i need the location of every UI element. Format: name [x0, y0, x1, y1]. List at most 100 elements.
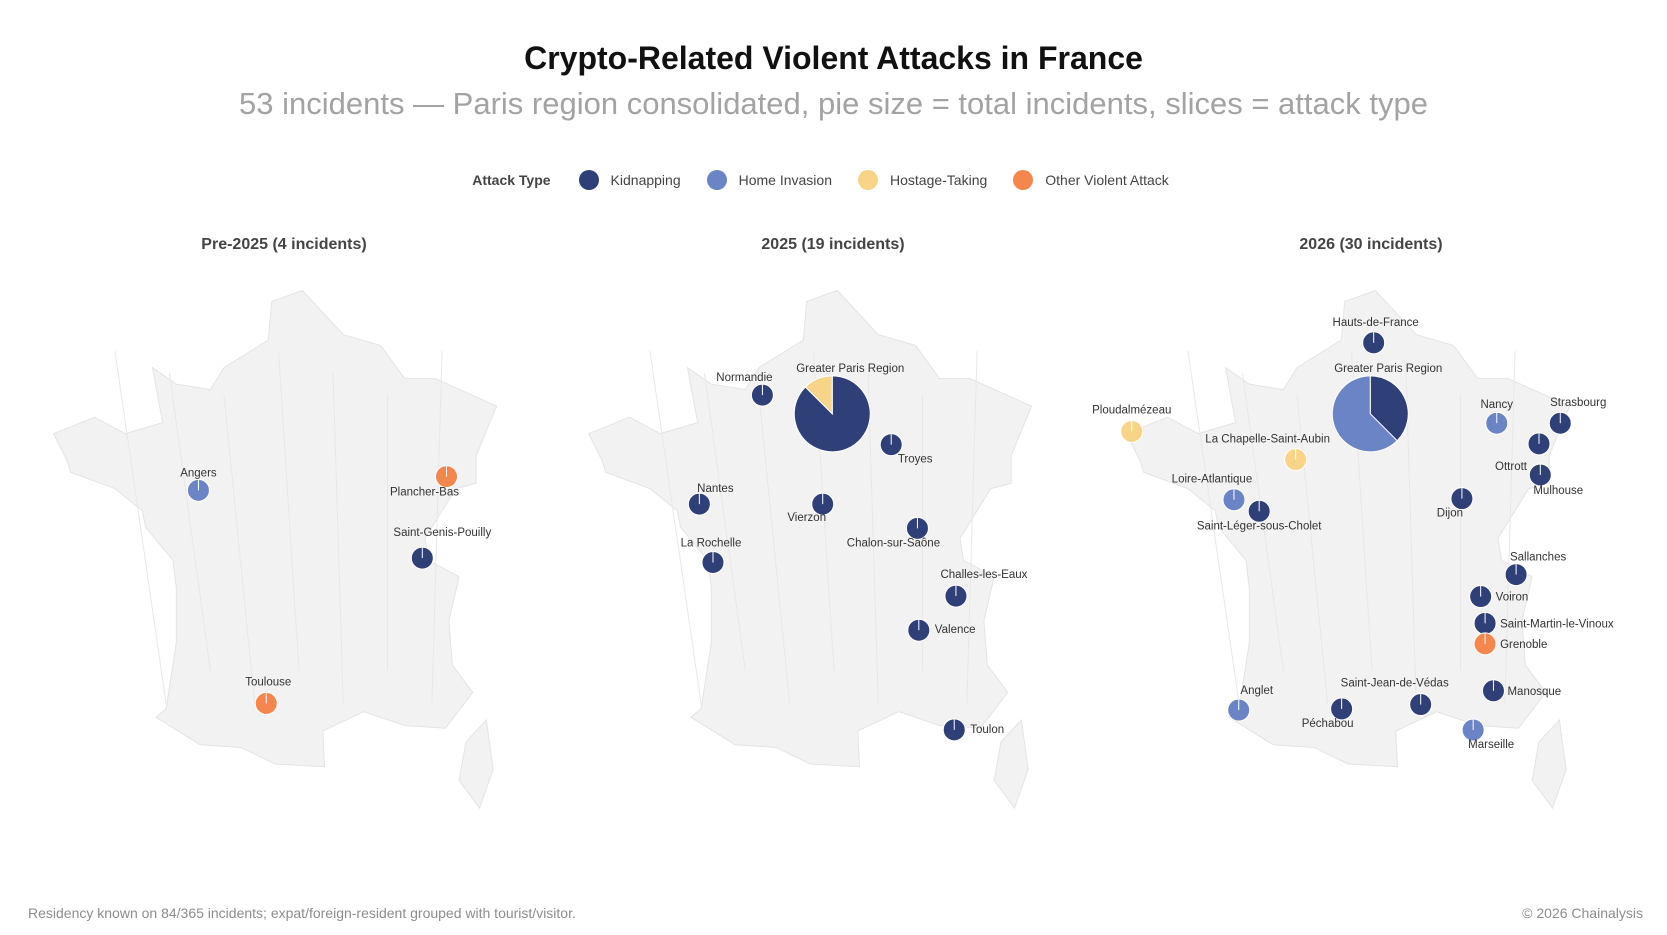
- place-label-dijon: Dijon: [1437, 508, 1463, 520]
- panel-title-2026: 2026 (30 incidents): [1299, 236, 1443, 253]
- marker-dijon[interactable]: Dijon: [1437, 487, 1474, 520]
- place-label-anglet: Anglet: [1240, 685, 1273, 697]
- marker-ploudalmezeau[interactable]: Ploudalmézeau: [1092, 404, 1171, 443]
- place-label-loire-atlantique: Loire-Atlantique: [1172, 474, 1253, 486]
- marker-mulhouse[interactable]: Mulhouse: [1528, 463, 1583, 497]
- place-label-greater-paris-region: Greater Paris Region: [796, 363, 904, 375]
- place-label-ploudalmezeau: Ploudalmézeau: [1092, 404, 1171, 416]
- place-label-challes-les-eaux: Challes-les-Eaux: [940, 569, 1027, 581]
- marker-sallanches[interactable]: Sallanches: [1504, 552, 1567, 587]
- map-panel-2026: Hauts-de-France Greater Paris Region Ploud…: [1092, 289, 1614, 810]
- place-label-troyes: Troyes: [898, 454, 933, 466]
- marker-greater-paris-region[interactable]: Greater Paris Region: [1331, 363, 1442, 453]
- marker-toulouse[interactable]: Toulouse: [245, 676, 291, 715]
- legend: Attack Type Kidnapping Home Invasion Hos…: [0, 170, 1667, 190]
- marker-normandie[interactable]: Normandie: [716, 372, 774, 407]
- marker-troyes[interactable]: Troyes: [879, 433, 933, 466]
- marker-greater-paris-region[interactable]: Greater Paris Region: [793, 363, 904, 453]
- marker-hauts-de-france[interactable]: Hauts-de-France: [1333, 317, 1419, 355]
- region-border: [278, 351, 300, 671]
- place-label-voiron: Voiron: [1496, 592, 1529, 604]
- marker-plancher-bas[interactable]: Plancher-Bas: [390, 465, 459, 499]
- marker-vierzon[interactable]: Vierzon: [787, 492, 835, 524]
- legend-label-kidnapping: Kidnapping: [610, 172, 681, 188]
- region-border: [332, 373, 344, 704]
- marker-anglet[interactable]: Anglet: [1227, 685, 1274, 722]
- place-label-plancher-bas: Plancher-Bas: [390, 487, 459, 499]
- marker-chalon-sur-saone[interactable]: Chalon-sur-Saône: [847, 516, 940, 549]
- place-label-nancy: Nancy: [1480, 399, 1513, 411]
- marker-grenoble[interactable]: Grenoble: [1473, 632, 1547, 656]
- place-label-grenoble: Grenoble: [1500, 639, 1547, 651]
- place-label-saint-jean-de-vedas: Saint-Jean-de-Védas: [1341, 678, 1449, 690]
- region-border: [1504, 351, 1516, 704]
- marker-pechabou[interactable]: Péchabou: [1302, 697, 1354, 730]
- place-label-ottrott: Ottrott: [1495, 461, 1528, 473]
- region-border: [1187, 350, 1240, 704]
- legend-item-hostage-taking[interactable]: Hostage-Taking: [858, 170, 987, 190]
- place-label-strasbourg: Strasbourg: [1550, 397, 1606, 409]
- region-border: [1296, 395, 1329, 704]
- marker-strasbourg[interactable]: Strasbourg: [1548, 397, 1606, 435]
- region-border: [966, 351, 978, 704]
- legend-title: Attack Type: [472, 172, 551, 188]
- corsica-outline: [1531, 718, 1567, 810]
- place-label-chalon-sur-saone: Chalon-sur-Saône: [847, 537, 940, 549]
- region-border: [168, 373, 211, 671]
- marker-voiron[interactable]: Voiron: [1469, 585, 1529, 609]
- marker-angers[interactable]: Angers: [180, 467, 217, 502]
- marker-nantes[interactable]: Nantes: [687, 483, 734, 516]
- marker-saint-leger-sous-cholet[interactable]: Saint-Léger-sous-Cholet: [1197, 499, 1322, 532]
- region-border: [758, 395, 791, 704]
- place-label-valence: Valence: [935, 624, 976, 636]
- legend-item-home-invasion[interactable]: Home Invasion: [706, 170, 832, 190]
- marker-loire-atlantique[interactable]: Loire-Atlantique: [1172, 474, 1253, 512]
- map-panel-pre-2025: Angers Plancher-Bas Saint-Genis-Pouilly Tou…: [52, 289, 498, 810]
- marker-saint-martin-le-vinoux[interactable]: Saint-Martin-le-Vinoux: [1473, 611, 1614, 635]
- place-label-normandie: Normandie: [716, 372, 772, 384]
- legend-swatch-kidnapping: [578, 170, 599, 190]
- marker-nancy[interactable]: Nancy: [1480, 399, 1513, 435]
- region-border: [1405, 373, 1417, 704]
- legend-label-other-violent-attack: Other Violent Attack: [1045, 172, 1169, 188]
- marker-saint-genis-pouilly[interactable]: Saint-Genis-Pouilly: [393, 527, 491, 570]
- place-label-saint-martin-le-vinoux: Saint-Martin-le-Vinoux: [1500, 618, 1614, 630]
- marker-la-rochelle[interactable]: La Rochelle: [681, 537, 742, 574]
- place-label-la-rochelle: La Rochelle: [681, 537, 742, 549]
- chart-subtitle: 53 incidents — Paris region consolidated…: [239, 86, 1428, 121]
- marker-saint-jean-de-vedas[interactable]: Saint-Jean-de-Védas: [1341, 678, 1449, 717]
- legend-swatch-hostage-taking: [858, 170, 878, 190]
- pie-slice-hostage-taking: [804, 375, 833, 416]
- place-label-toulouse: Toulouse: [245, 676, 291, 688]
- pie-slice-kidnapping: [793, 375, 871, 453]
- legend-swatch-other-violent-attack: [1013, 170, 1034, 190]
- place-label-mulhouse: Mulhouse: [1533, 485, 1583, 497]
- pie-slice-home-invasion: [1331, 375, 1398, 453]
- region-border: [703, 373, 746, 671]
- place-label-vierzon: Vierzon: [787, 512, 826, 524]
- place-label-saint-genis-pouilly: Saint-Genis-Pouilly: [393, 527, 491, 539]
- place-label-greater-paris-region: Greater Paris Region: [1334, 363, 1442, 375]
- marker-valence[interactable]: Valence: [907, 618, 976, 642]
- legend-label-home-invasion: Home Invasion: [738, 172, 832, 188]
- marker-ottrott[interactable]: Ottrott: [1495, 432, 1551, 473]
- marker-marseille[interactable]: Marseille: [1461, 718, 1514, 751]
- legend-item-other-violent-attack[interactable]: Other Violent Attack: [1013, 170, 1169, 190]
- panel-title-pre-2025: Pre-2025 (4 incidents): [201, 236, 367, 253]
- footnote: Residency known on 84/365 incidents; exp…: [28, 905, 576, 921]
- place-label-nantes: Nantes: [697, 483, 734, 495]
- region-border: [431, 351, 443, 704]
- region-border: [649, 350, 702, 704]
- place-label-angers: Angers: [180, 467, 217, 479]
- legend-item-kidnapping[interactable]: Kidnapping: [578, 170, 681, 190]
- place-label-sallanches: Sallanches: [1510, 552, 1567, 564]
- marker-toulon[interactable]: Toulon: [942, 718, 1004, 742]
- place-label-hauts-de-france: Hauts-de-France: [1333, 317, 1419, 329]
- marker-manosque[interactable]: Manosque: [1481, 679, 1561, 703]
- france-outline: [52, 289, 498, 768]
- marker-challes-les-eaux[interactable]: Challes-les-Eaux: [940, 569, 1028, 608]
- place-label-saint-leger-sous-cholet: Saint-Léger-sous-Cholet: [1197, 520, 1322, 532]
- marker-la-chapelle-saint-aubin[interactable]: La Chapelle-Saint-Aubin: [1205, 434, 1330, 472]
- map-panel-2025: Greater Paris Region Normandie Troyes Nante…: [587, 289, 1033, 810]
